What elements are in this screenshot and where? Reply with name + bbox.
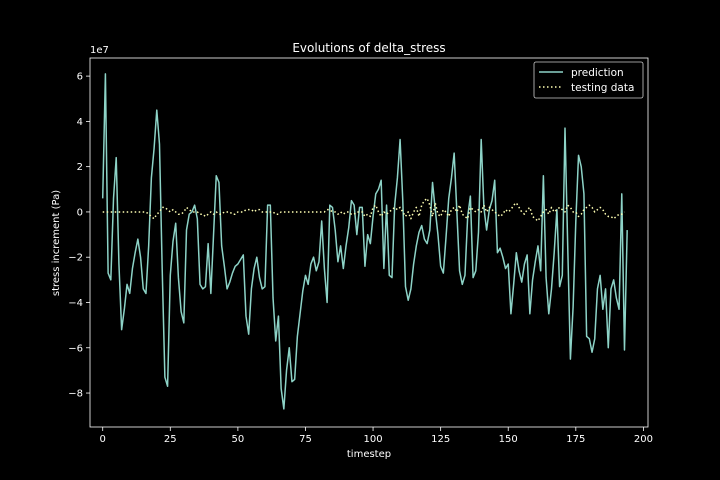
x-tick-label: 50 — [232, 434, 245, 445]
y-tick-label: −6 — [68, 343, 83, 354]
y-axis-label: stress increment (Pa) — [51, 190, 62, 296]
x-axis: 0 25 50 75 100 125 150 175 200 — [100, 427, 653, 445]
chart-title: Evolutions of delta_stress — [292, 41, 445, 55]
y-tick-label: −8 — [68, 389, 83, 400]
y-tick-label: 0 — [77, 207, 83, 218]
x-tick-label: 100 — [364, 434, 383, 445]
legend: prediction testing data — [533, 61, 644, 99]
x-tick-label: 200 — [634, 434, 653, 445]
x-tick-label: 25 — [164, 434, 177, 445]
plot-frame — [89, 57, 649, 428]
legend-label-prediction: prediction — [571, 67, 624, 79]
y-tick-label: −2 — [68, 253, 83, 264]
y-tick-label: 4 — [77, 117, 83, 128]
y-tick-label: −4 — [68, 298, 83, 309]
x-tick-label: 0 — [100, 434, 106, 445]
x-tick-label: 175 — [566, 434, 585, 445]
y-tick-label: 6 — [77, 72, 83, 83]
x-tick-label: 150 — [499, 434, 518, 445]
legend-label-testing-data: testing data — [571, 82, 634, 94]
y-scale-multiplier: 1e7 — [90, 45, 109, 56]
x-axis-label: timestep — [347, 449, 391, 460]
legend-box — [533, 61, 644, 99]
series-line-prediction — [101, 73, 628, 410]
plot-lines — [101, 73, 628, 410]
y-tick-label: 2 — [77, 162, 83, 173]
y-axis: −8 −6 −4 −2 0 2 4 6 — [68, 72, 90, 400]
x-tick-label: 125 — [431, 434, 450, 445]
x-tick-label: 75 — [299, 434, 312, 445]
